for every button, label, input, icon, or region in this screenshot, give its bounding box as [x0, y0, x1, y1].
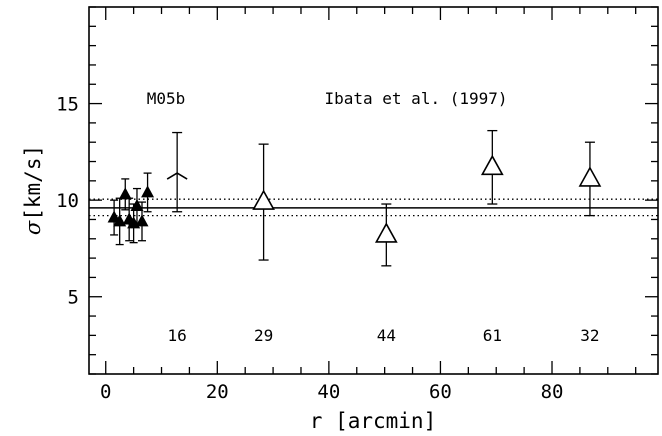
y-axis-symbol: σ [21, 220, 45, 235]
reference-lines [89, 198, 658, 217]
count-label: 32 [580, 326, 599, 345]
y-tick-label: 15 [56, 94, 79, 116]
open-triangle-point [480, 154, 504, 176]
x-tick-label: 0 [100, 381, 111, 403]
count-label: 44 [377, 326, 396, 345]
data-marks [107, 129, 602, 267]
filled-triangle-point [118, 187, 132, 200]
count-label: 61 [483, 326, 502, 345]
filled-triangle-point [113, 214, 127, 227]
filled-triangle-point [141, 185, 155, 198]
plot-frame [88, 6, 659, 375]
y-axis-unit: [km/s] [21, 145, 45, 221]
x-axis-title: r [arcmin] [310, 409, 436, 433]
count-label: 16 [168, 326, 187, 345]
tick-labels: 0 20 40 60 80 5 10 15 [56, 94, 563, 403]
count-label: 29 [254, 326, 273, 345]
open-triangle-point [374, 222, 398, 243]
y-tick-label: 10 [56, 190, 79, 212]
x-tick-label: 40 [317, 381, 340, 403]
axis-ticks [89, 6, 658, 375]
y-tick-label: 5 [68, 287, 79, 309]
annotation-m05b: M05b [147, 89, 186, 108]
filled-triangle-point [135, 214, 149, 227]
annotation-ibata: Ibata et al. (1997) [324, 89, 507, 108]
count-labels: 16 29 44 61 32 [168, 326, 600, 345]
y-axis-title: σ[km/s] [21, 145, 45, 235]
x-tick-label: 80 [541, 381, 564, 403]
x-tick-label: 20 [206, 381, 229, 403]
open-triangle-point [578, 166, 602, 187]
upper-limit-point [166, 172, 188, 180]
x-tick-label: 60 [429, 381, 452, 403]
filled-triangle-point [130, 198, 144, 211]
open-triangle-point [252, 189, 275, 210]
